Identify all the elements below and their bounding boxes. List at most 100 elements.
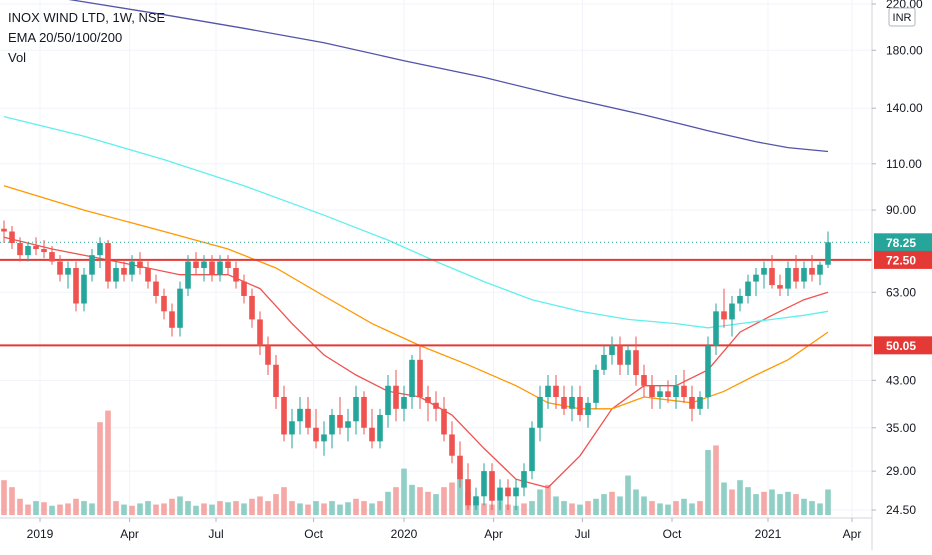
candle[interactable] — [617, 336, 623, 376]
candle[interactable] — [385, 375, 391, 428]
candle[interactable] — [89, 249, 95, 282]
candle[interactable] — [609, 336, 615, 365]
candle[interactable] — [793, 255, 799, 289]
candle[interactable] — [361, 391, 367, 435]
currency-badge[interactable] — [888, 7, 916, 27]
candle[interactable] — [585, 396, 591, 428]
candle[interactable] — [553, 375, 559, 409]
candle[interactable] — [25, 243, 31, 262]
candle[interactable] — [577, 385, 583, 422]
candle[interactable] — [497, 479, 503, 510]
candle[interactable] — [489, 463, 495, 510]
candle[interactable] — [521, 463, 527, 497]
candle[interactable] — [9, 225, 15, 250]
candle[interactable] — [769, 255, 775, 289]
candle[interactable] — [505, 479, 511, 510]
candle[interactable] — [337, 396, 343, 435]
candle[interactable] — [225, 255, 231, 275]
candle[interactable] — [529, 421, 535, 480]
candle[interactable] — [377, 408, 383, 449]
candle[interactable] — [369, 408, 375, 449]
candle[interactable] — [417, 345, 423, 409]
candle[interactable] — [185, 255, 191, 296]
candle[interactable] — [49, 246, 55, 265]
candle[interactable] — [473, 487, 479, 510]
candle[interactable] — [145, 261, 151, 289]
candle[interactable] — [633, 336, 639, 386]
candle[interactable] — [33, 237, 39, 256]
candle[interactable] — [481, 463, 487, 506]
candle[interactable] — [689, 385, 695, 422]
candle[interactable] — [409, 354, 415, 409]
candle[interactable] — [273, 354, 279, 409]
candle[interactable] — [465, 463, 471, 510]
candle[interactable] — [73, 261, 79, 312]
candle[interactable] — [601, 345, 607, 376]
candle[interactable] — [313, 408, 319, 449]
candle[interactable] — [1, 220, 7, 244]
ema-indicator-label[interactable]: EMA 20/50/100/200 — [8, 30, 123, 45]
candle[interactable] — [209, 255, 215, 282]
candle[interactable] — [641, 364, 647, 397]
candle[interactable] — [241, 274, 247, 304]
candle[interactable] — [665, 380, 671, 403]
candle[interactable] — [97, 237, 103, 268]
candle[interactable] — [425, 385, 431, 422]
candle[interactable] — [289, 408, 295, 449]
candle[interactable] — [265, 336, 271, 376]
candle[interactable] — [345, 408, 351, 442]
candle[interactable] — [401, 385, 407, 422]
candle[interactable] — [721, 288, 727, 328]
candle[interactable] — [17, 237, 23, 262]
candle[interactable] — [513, 479, 519, 510]
candle[interactable] — [433, 391, 439, 422]
candle[interactable] — [753, 267, 759, 296]
candle[interactable] — [177, 281, 183, 337]
candle[interactable] — [809, 255, 815, 282]
candle[interactable] — [745, 274, 751, 304]
candle[interactable] — [441, 396, 447, 442]
candle[interactable] — [321, 421, 327, 456]
candle[interactable] — [673, 375, 679, 409]
candle[interactable] — [649, 375, 655, 409]
candle[interactable] — [281, 385, 287, 442]
candle[interactable] — [65, 261, 71, 289]
candle[interactable] — [393, 369, 399, 422]
candle[interactable] — [457, 441, 463, 488]
candle[interactable] — [257, 311, 263, 355]
candle[interactable] — [329, 408, 335, 449]
candle[interactable] — [625, 345, 631, 376]
candle[interactable] — [129, 255, 135, 282]
candle[interactable] — [801, 261, 807, 289]
candle[interactable] — [137, 252, 143, 275]
candle[interactable] — [297, 396, 303, 435]
candle[interactable] — [201, 255, 207, 282]
candle[interactable] — [113, 261, 119, 289]
candle[interactable] — [593, 364, 599, 409]
symbol-title[interactable]: INOX WIND LTD, 1W, NSE — [8, 10, 166, 25]
candle[interactable] — [41, 240, 47, 259]
candle[interactable] — [537, 385, 543, 442]
candle[interactable] — [817, 261, 823, 286]
candle[interactable] — [761, 261, 767, 289]
candle[interactable] — [153, 274, 159, 304]
candle[interactable] — [785, 261, 791, 296]
candle[interactable] — [353, 385, 359, 435]
candle[interactable] — [193, 252, 199, 275]
candle[interactable] — [705, 336, 711, 409]
candle[interactable] — [545, 375, 551, 409]
candle[interactable] — [81, 267, 87, 312]
candle[interactable] — [737, 288, 743, 312]
candle[interactable] — [657, 385, 663, 409]
candle[interactable] — [233, 261, 239, 289]
volume-indicator-label[interactable]: Vol — [8, 50, 27, 65]
candle[interactable] — [217, 255, 223, 282]
candle[interactable] — [681, 369, 687, 403]
candle[interactable] — [713, 303, 719, 355]
candle[interactable] — [569, 385, 575, 422]
candle[interactable] — [449, 421, 455, 464]
candle[interactable] — [249, 288, 255, 328]
candle[interactable] — [169, 303, 175, 337]
